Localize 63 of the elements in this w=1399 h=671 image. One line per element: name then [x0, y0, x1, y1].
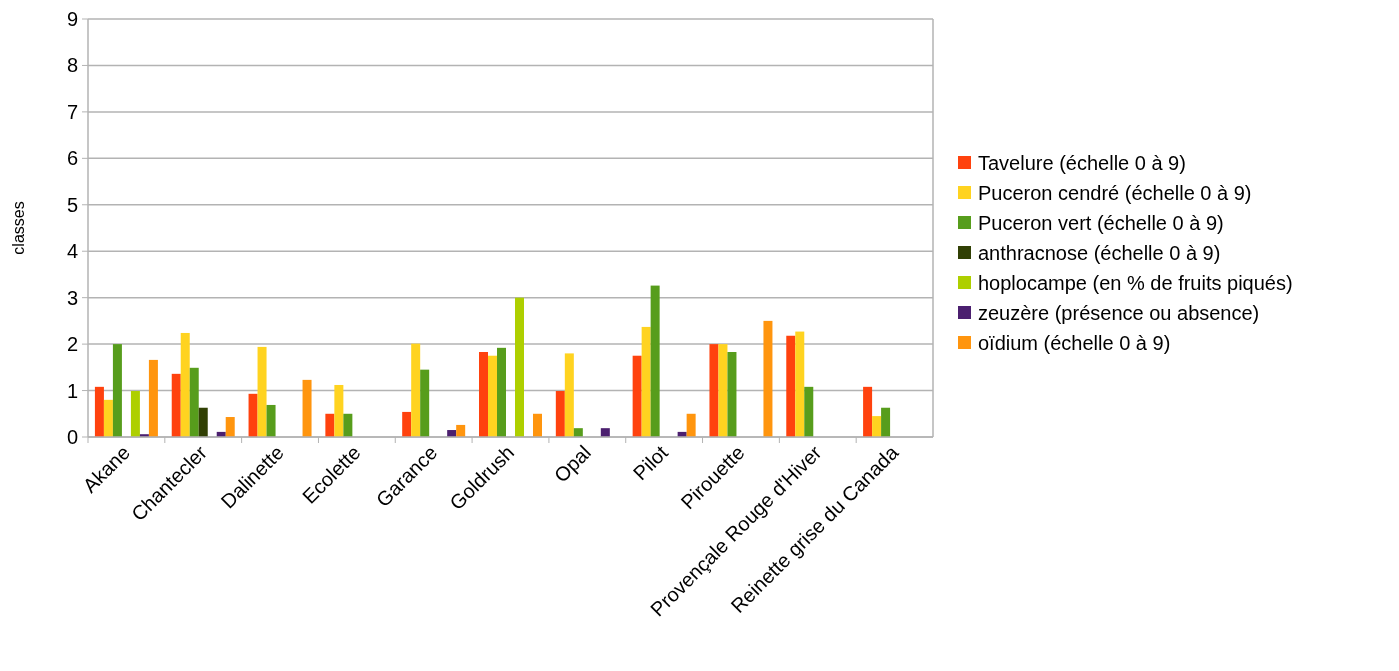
bar: [515, 297, 524, 437]
bar: [686, 413, 696, 437]
bar: [456, 424, 466, 437]
bar: [420, 369, 430, 437]
bar: [709, 344, 719, 437]
bar: [650, 285, 660, 437]
bar: [402, 411, 412, 437]
bar: [533, 413, 542, 437]
y-tick-label: 7: [66, 100, 78, 123]
bar: [555, 391, 565, 437]
bar: [103, 399, 113, 437]
bar: [786, 335, 796, 437]
bar: [763, 320, 773, 437]
bar: [573, 428, 583, 437]
x-tick-label: Pilot: [628, 440, 673, 485]
bar: [94, 386, 104, 437]
y-tick-label: 0: [66, 426, 78, 448]
bar: [302, 379, 312, 437]
bar: [130, 391, 140, 437]
y-tick-label: 2: [66, 333, 78, 356]
bar: [325, 413, 335, 437]
bar: [411, 343, 421, 437]
legend-label: oïdium (échelle 0 à 9): [978, 332, 1171, 354]
legend-label: Tavelure (échelle 0 à 9): [978, 152, 1186, 174]
legend-label: hoplocampe (en % de fruits piqués): [978, 272, 1293, 294]
y-tick-label: 9: [66, 8, 78, 30]
bar: [180, 332, 190, 437]
y-tick-label: 5: [66, 193, 78, 216]
bar: [632, 355, 642, 437]
bar: [343, 413, 353, 437]
y-tick-label: 1: [66, 379, 78, 402]
bar: [198, 407, 208, 437]
bar: [497, 347, 506, 437]
bar: [189, 367, 199, 437]
legend-label: anthracnose (échelle 0 à 9): [978, 242, 1221, 264]
bar: [641, 326, 651, 437]
bar: [334, 384, 344, 437]
legend-label: Puceron vert (échelle 0 à 9): [978, 212, 1224, 234]
bar: [727, 352, 737, 437]
bar: [112, 344, 122, 437]
legend-label: zeuzère (présence ou absence): [978, 302, 1260, 324]
legend-label: Puceron cendré (échelle 0 à 9): [978, 182, 1252, 204]
bar: [863, 386, 873, 437]
y-tick-label: 4: [66, 240, 78, 263]
bar: [148, 359, 158, 437]
bar: [225, 417, 235, 437]
bar: [171, 373, 181, 437]
bar: [488, 355, 497, 437]
y-axis-title: classes: [10, 201, 27, 255]
bar: [718, 344, 728, 437]
bar: [248, 393, 258, 437]
bar: [257, 346, 267, 437]
bar: [479, 352, 488, 437]
bar: [600, 428, 610, 437]
y-tick-label: 6: [66, 147, 78, 170]
bar: [266, 404, 276, 437]
bar: [804, 386, 814, 437]
bar: [872, 416, 882, 437]
y-tick-label: 3: [66, 286, 78, 309]
bar: [881, 407, 891, 437]
bar: [564, 353, 574, 437]
bar: [795, 331, 805, 437]
y-tick-label: 8: [66, 54, 78, 77]
